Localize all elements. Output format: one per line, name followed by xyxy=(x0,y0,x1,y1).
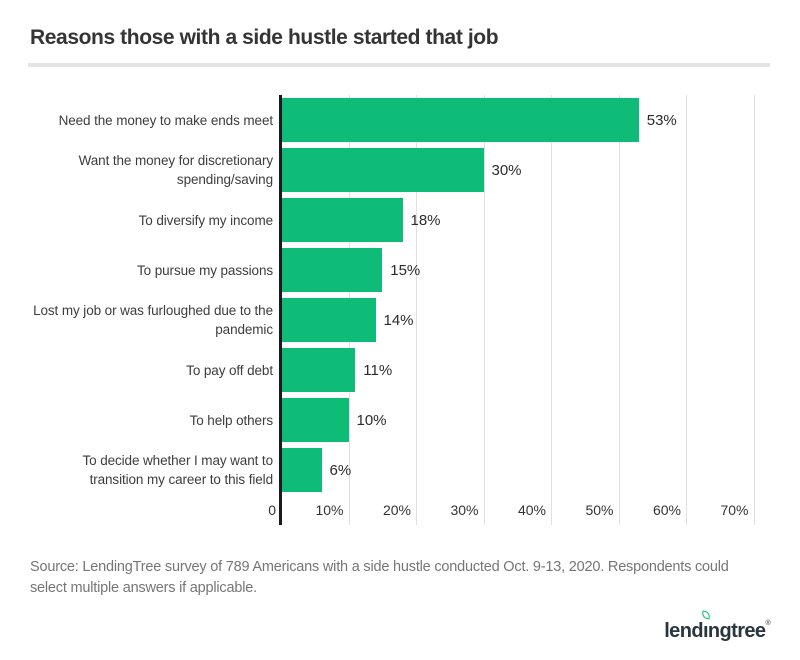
header-divider xyxy=(28,63,770,67)
bar-track: 11% xyxy=(281,345,770,395)
bar-value-label: 15% xyxy=(390,261,421,279)
chart-row: Need the money to make ends meet 53% xyxy=(30,95,770,145)
gridline xyxy=(686,95,687,525)
bar-value-label: 30% xyxy=(491,161,522,179)
bar xyxy=(281,298,376,342)
source-note: Source: LendingTree survey of 789 Americ… xyxy=(30,559,729,596)
category-label: To pay off debt xyxy=(186,362,273,378)
bar xyxy=(281,348,356,392)
x-tick-label: 60% xyxy=(652,502,681,518)
chart-row: To pay off debt 11% xyxy=(30,345,770,395)
x-tick-label: 40% xyxy=(517,502,546,518)
x-tick-label: 50% xyxy=(585,502,614,518)
gridline xyxy=(753,95,755,525)
x-tick-label: 30% xyxy=(450,502,479,518)
chart-row: To decide whether I may want to transiti… xyxy=(30,445,770,495)
x-axis-ticks: 0 10% 20% 30% 40% 50% 60% 70% xyxy=(268,95,770,527)
bar-chart: Need the money to make ends meet 53% Want … xyxy=(30,95,770,527)
gridline xyxy=(551,95,552,525)
category-label: Need the money to make ends meet xyxy=(58,112,274,128)
bar xyxy=(281,248,383,292)
chart-row: Want the money for discretionary spendin… xyxy=(30,145,770,195)
bar-value-label: 11% xyxy=(363,361,393,379)
chart-row: To pursue my passions 15% xyxy=(30,245,770,295)
chart-row: Lost my job or was furloughed due to the… xyxy=(30,295,770,345)
bar xyxy=(281,398,349,442)
bar xyxy=(281,198,403,242)
x-tick-label: 10% xyxy=(315,502,344,518)
gridline xyxy=(416,95,417,525)
bar-track: 14% xyxy=(281,295,770,345)
bar-track: 6% xyxy=(281,445,770,495)
category-label: Lost my job or was furloughed due to the… xyxy=(33,303,273,337)
header: Reasons those with a side hustle started… xyxy=(0,0,800,50)
bar-value-label: 6% xyxy=(329,461,352,479)
registered-trademark-icon: ® xyxy=(765,620,770,627)
bar xyxy=(281,448,322,492)
x-tick-label: 0 xyxy=(268,502,276,518)
logo-text-pre: lend xyxy=(664,620,703,642)
category-label: To pursue my passions xyxy=(137,262,273,278)
bar-value-label: 18% xyxy=(410,211,441,229)
bar-track: 18% xyxy=(281,195,770,245)
page-title: Reasons those with a side hustle started… xyxy=(30,26,499,49)
bar-track: 30% xyxy=(281,145,770,195)
bar-track: 53% xyxy=(281,95,770,145)
gridline xyxy=(618,95,620,525)
logo-letter-i: ı xyxy=(701,610,711,643)
category-label: To help others xyxy=(189,412,274,428)
bar xyxy=(281,148,484,192)
logo-text-post: ngtree xyxy=(707,620,766,642)
bar-track: 15% xyxy=(281,245,770,295)
chart-row: To help others 10% xyxy=(30,395,770,445)
bar-value-label: 53% xyxy=(646,111,677,129)
bar xyxy=(281,98,639,142)
y-axis-line xyxy=(279,95,282,525)
gridline xyxy=(483,95,485,525)
category-label: To diversify my income xyxy=(138,212,273,228)
category-label: Want the money for discretionary spendin… xyxy=(78,153,273,187)
bar-value-label: 14% xyxy=(383,311,414,329)
chart-row: To diversify my income 18% xyxy=(30,195,770,245)
leaf-icon xyxy=(701,610,711,620)
chart-rows: Need the money to make ends meet 53% Want … xyxy=(30,95,770,495)
bar-track: 10% xyxy=(281,395,770,445)
category-label: To decide whether I may want to transiti… xyxy=(82,453,273,487)
x-tick-label: 20% xyxy=(382,502,411,518)
x-tick-label: 70% xyxy=(720,502,749,518)
bar-value-label: 10% xyxy=(356,411,387,429)
lendingtree-logo: lend ıngtree® xyxy=(664,610,771,643)
